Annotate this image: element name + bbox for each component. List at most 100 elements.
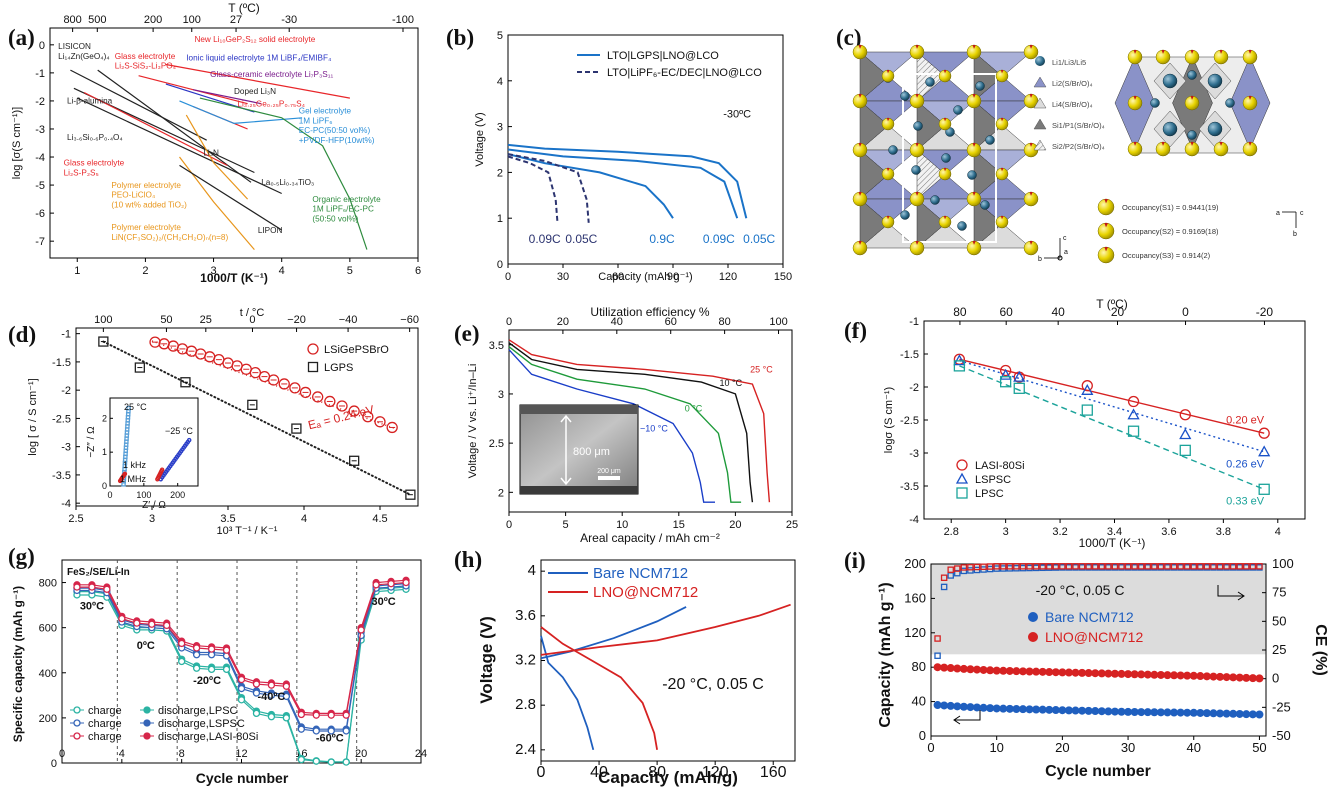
occupancy-wedge — [1190, 96, 1194, 100]
x-tick-label: 20 — [355, 748, 367, 760]
top-tick-label: 500 — [88, 14, 106, 26]
legend-label: LGPS — [324, 362, 353, 374]
data-point — [1081, 383, 1094, 395]
data-point — [103, 585, 111, 593]
capacity-point — [1183, 708, 1192, 717]
legend-label: charge — [88, 731, 122, 743]
occupancy-wedge — [1219, 50, 1223, 54]
x-tick-label: 8 — [179, 748, 185, 760]
eis-point — [122, 471, 128, 477]
legend-swatch — [1033, 139, 1047, 151]
li-atom — [980, 200, 990, 210]
occupancy-wedge — [1190, 142, 1194, 146]
occupancy-wedge — [1104, 199, 1108, 204]
y-tick-label: 160 — [904, 590, 926, 605]
electrolyte-annotation: Polymer electrolyte — [111, 181, 181, 190]
li-atom — [1207, 73, 1223, 89]
data-point — [1177, 563, 1184, 570]
data-point — [192, 651, 201, 659]
x-tick-label: 30 — [557, 271, 569, 283]
data-point — [267, 691, 276, 699]
capacity-point — [953, 664, 962, 673]
inset-label: 1 MHz — [120, 474, 147, 484]
capacity-point — [1255, 710, 1264, 719]
x-axis-title: 1000/T (K⁻¹) — [200, 271, 268, 285]
data-point — [1144, 563, 1152, 570]
occupancy-wedge — [1133, 96, 1137, 100]
top-tick-label: -100 — [392, 14, 414, 26]
data-point — [993, 563, 1000, 570]
top-tick-label: 20 — [557, 316, 569, 328]
plot-frame — [508, 329, 793, 513]
capacity-point — [1143, 670, 1152, 679]
eis-point — [159, 467, 165, 473]
x-tick-label: 12 — [235, 748, 247, 760]
y-tick-label: 80 — [912, 659, 926, 674]
thickness-label: 800 μm — [573, 446, 610, 458]
data-point — [1223, 563, 1230, 570]
y-tick-label: 600 — [39, 623, 57, 635]
capacity-point — [1242, 710, 1251, 719]
data-point — [1137, 563, 1145, 570]
capacity-point — [1045, 668, 1054, 677]
activation-energy-label: 0.26 eV — [1226, 459, 1265, 471]
top-axis-title: T (ºC) — [1096, 297, 1128, 311]
temperature-label: -60ºC — [316, 733, 344, 745]
x-tick-label: 20 — [1055, 740, 1069, 755]
data-point — [386, 421, 398, 434]
top-tick-label: -20 — [1256, 305, 1274, 319]
inset-y-title: −Z″ / Ω — [86, 426, 97, 458]
data-point — [252, 709, 261, 718]
x-tick-label: 40 — [590, 764, 608, 781]
top-tick-label: −20 — [287, 314, 306, 326]
y-tick-label: 0 — [497, 259, 503, 271]
data-point — [247, 399, 258, 411]
x-tick-label: 0 — [107, 490, 112, 500]
top-tick-label: 100 — [94, 314, 112, 326]
li-atom — [888, 145, 898, 155]
discharge-curve — [507, 143, 748, 219]
electrolyte-annotation: LiN(CF₃SO₂)₂/(CH₂CH₂O)ₙ(n=8) — [111, 233, 228, 242]
y2-axis-title: CE (%) — [1312, 624, 1328, 676]
eis-inset: 0 100 200 0 1 2 Z′ / Ω −Z″ / Ω 25 °C −25 °C 1 kHz 1… — [86, 397, 199, 511]
inset-label: −25 °C — [165, 426, 193, 436]
data-point — [1081, 380, 1093, 392]
occupancy-wedge — [943, 168, 947, 172]
electrolyte-annotation: Organic electrolyte — [312, 195, 381, 204]
data-point — [282, 682, 291, 690]
panel-label: (f) — [844, 318, 867, 343]
data-point — [1203, 563, 1211, 570]
x-tick-label: 1 — [74, 265, 80, 277]
x-tick-label: 4 — [1275, 526, 1281, 538]
top-tick-label: 100 — [769, 316, 787, 328]
data-point — [1243, 563, 1250, 570]
voltage-curve — [508, 342, 754, 503]
y-tick-label: 2 — [498, 487, 504, 499]
x-tick-label: 4 — [301, 513, 307, 525]
axis-origin — [1057, 255, 1063, 261]
sip-polyhedron — [859, 51, 889, 102]
conductivity-line — [165, 63, 351, 99]
x-tick-label: 4.5 — [372, 513, 387, 525]
capacity-point — [1091, 707, 1100, 716]
voltage-curve — [540, 635, 595, 751]
data-point — [1045, 563, 1053, 570]
occupancy-wedge — [1133, 50, 1137, 54]
capacity-point — [1150, 670, 1159, 679]
curve-label: 0 °C — [685, 404, 703, 414]
x-tick-label: 2 — [142, 265, 148, 277]
electrolyte-annotation: EC-PC(50:50 vol%) — [299, 126, 371, 135]
conductivity-line — [185, 114, 249, 200]
y-tick-label: -7 — [35, 236, 45, 248]
top-tick-label: 60 — [665, 316, 677, 328]
y-tick-label: -2.5 — [52, 413, 71, 425]
axis-letter: b — [1293, 231, 1297, 238]
data-point — [1197, 563, 1204, 570]
capacity-point — [946, 664, 955, 673]
y2-tick-label: 75 — [1272, 585, 1286, 600]
legend-label: Li1/Li3/Li5 — [1052, 58, 1086, 67]
inset-label: 25 °C — [124, 402, 147, 412]
y-tick-label: 1 — [497, 213, 503, 225]
x-axis-title: Areal capacity / mAh cm⁻² — [580, 531, 720, 545]
data-point — [1013, 563, 1020, 570]
